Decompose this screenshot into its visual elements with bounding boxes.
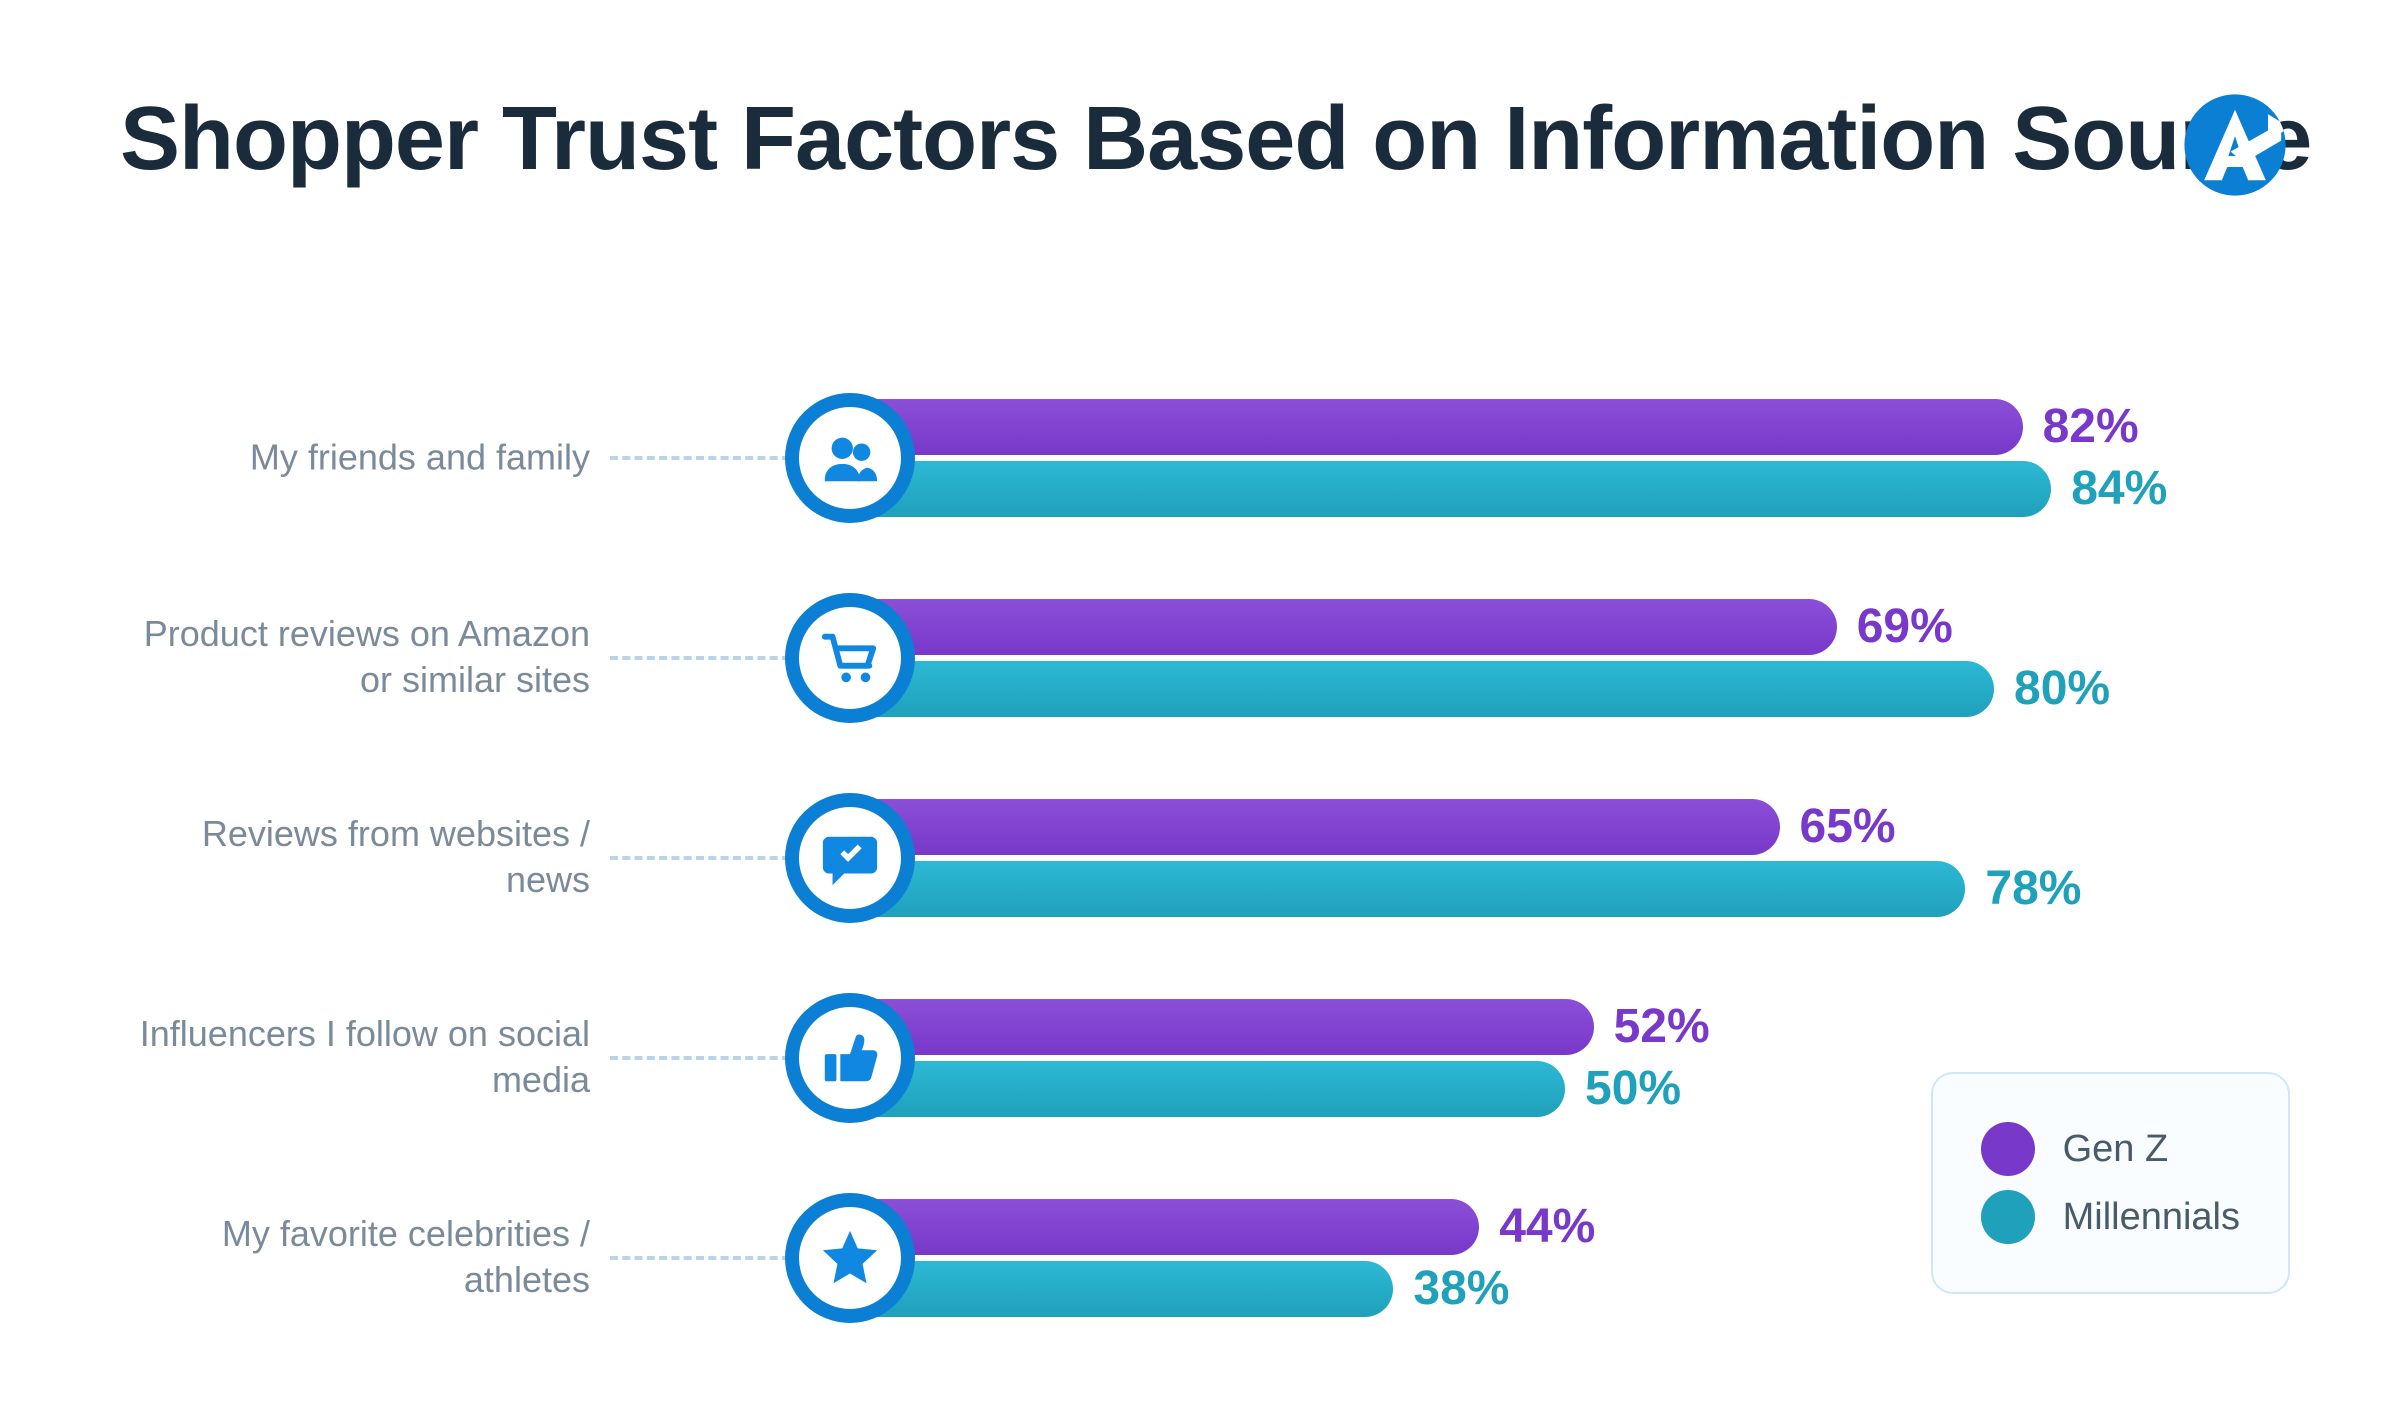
value-genz: 65% bbox=[1800, 799, 1896, 854]
bar-group: 65% 78% bbox=[850, 793, 2280, 923]
chart-row: Reviews from websites / news 65% 78% bbox=[120, 770, 2280, 945]
thumbs-up-icon bbox=[785, 993, 915, 1123]
cart-icon bbox=[785, 593, 915, 723]
people-icon bbox=[785, 393, 915, 523]
legend: Gen Z Millennials bbox=[1931, 1072, 2290, 1294]
connector-dash bbox=[610, 456, 790, 460]
bar-genz bbox=[850, 799, 1780, 855]
chart-row: Product reviews on Amazon or similar sit… bbox=[120, 570, 2280, 745]
bar-millennials bbox=[850, 661, 1994, 717]
connector-dash bbox=[610, 856, 790, 860]
connector-dash bbox=[610, 656, 790, 660]
bar-genz bbox=[850, 399, 2023, 455]
legend-label-millennials: Millennials bbox=[2063, 1196, 2240, 1239]
chart-title: Shopper Trust Factors Based on Informati… bbox=[120, 90, 2311, 189]
value-millennials: 78% bbox=[1985, 861, 2081, 916]
value-millennials: 50% bbox=[1585, 1061, 1681, 1116]
bar-millennials bbox=[850, 1261, 1393, 1317]
chat-check-icon bbox=[785, 793, 915, 923]
bar-genz bbox=[850, 599, 1837, 655]
category-label: My favorite celebrities / athletes bbox=[120, 1211, 590, 1305]
value-millennials: 38% bbox=[1413, 1261, 1509, 1316]
bar-genz bbox=[850, 1199, 1479, 1255]
bar-group: 82%84% bbox=[850, 393, 2280, 523]
legend-swatch-millennials bbox=[1981, 1190, 2035, 1244]
connector-dash bbox=[610, 1256, 790, 1260]
category-label: Reviews from websites / news bbox=[120, 811, 590, 905]
brand-logo bbox=[2180, 90, 2290, 200]
bar-genz bbox=[850, 999, 1594, 1055]
value-genz: 44% bbox=[1499, 1199, 1595, 1254]
star-icon bbox=[785, 1193, 915, 1323]
legend-label-genz: Gen Z bbox=[2063, 1128, 2169, 1171]
bar-group: 69% 80% bbox=[850, 593, 2280, 723]
value-genz: 52% bbox=[1614, 999, 1710, 1054]
chart-row: My friends and family82%84% bbox=[120, 370, 2280, 545]
value-genz: 69% bbox=[1857, 599, 1953, 654]
bar-millennials bbox=[850, 1061, 1565, 1117]
bar-millennials bbox=[850, 461, 2051, 517]
category-label: Influencers I follow on social media bbox=[120, 1011, 590, 1105]
legend-item-millennials: Millennials bbox=[1981, 1190, 2240, 1244]
category-label: Product reviews on Amazon or similar sit… bbox=[120, 611, 590, 705]
value-millennials: 80% bbox=[2014, 661, 2110, 716]
legend-item-genz: Gen Z bbox=[1981, 1122, 2240, 1176]
category-label: My friends and family bbox=[120, 434, 590, 481]
value-genz: 82% bbox=[2043, 399, 2139, 454]
connector-dash bbox=[610, 1056, 790, 1060]
value-millennials: 84% bbox=[2071, 461, 2167, 516]
bar-millennials bbox=[850, 861, 1965, 917]
legend-swatch-genz bbox=[1981, 1122, 2035, 1176]
